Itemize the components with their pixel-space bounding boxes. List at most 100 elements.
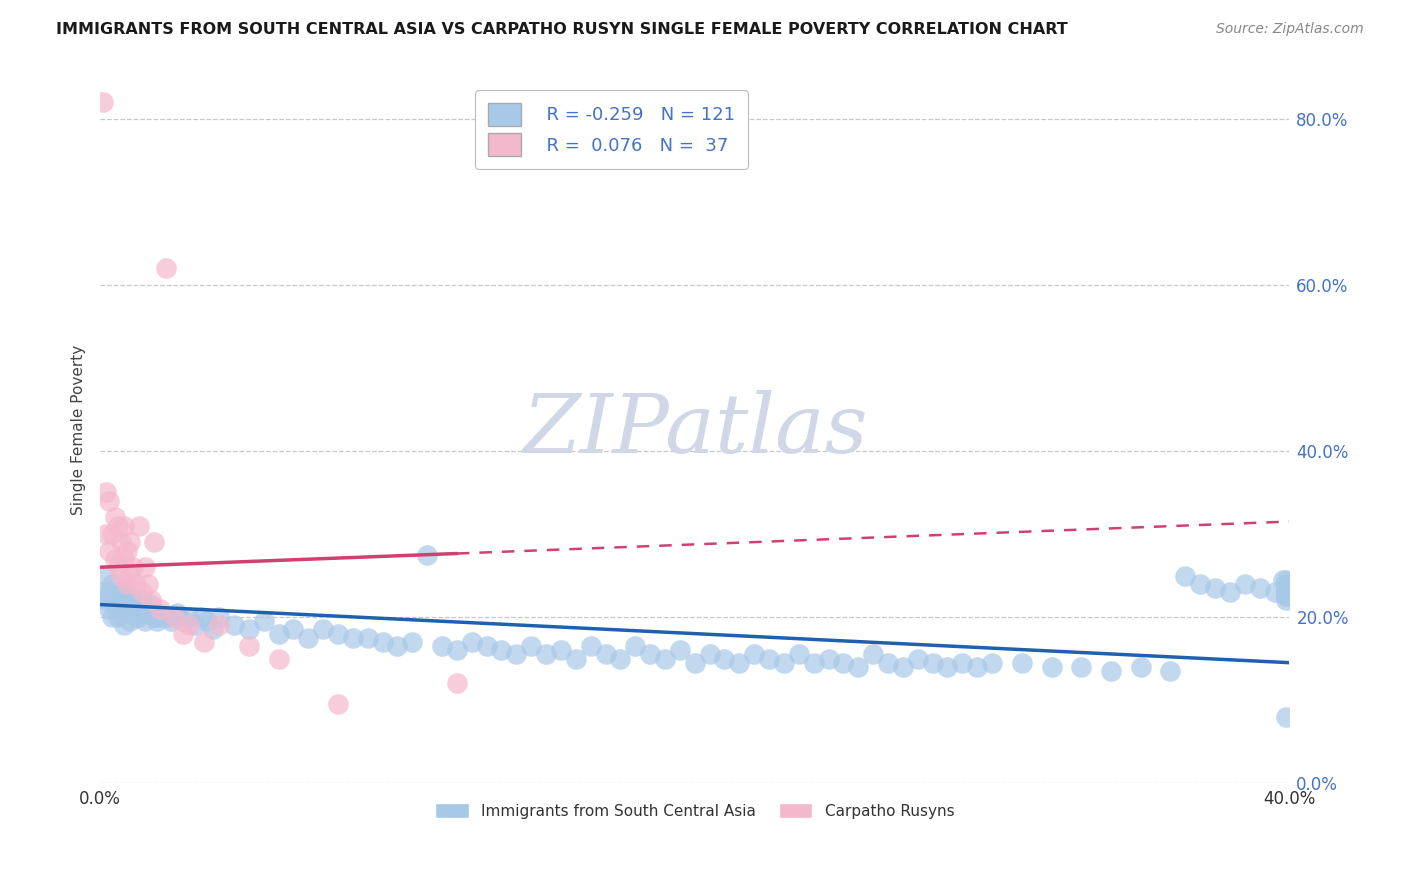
Point (267, 626, 290, 640)
Point (131, 585, 153, 599)
Point (342, 631, 364, 645)
Point (669, 643, 692, 657)
Point (1272, 573, 1295, 587)
Point (1159, 664, 1181, 678)
Point (121, 593, 143, 607)
Point (387, 639, 409, 653)
Point (1219, 585, 1241, 599)
Point (505, 648, 527, 662)
Point (118, 614, 141, 628)
Legend: Immigrants from South Central Asia, Carpatho Rusyns: Immigrants from South Central Asia, Carp… (429, 797, 960, 825)
Point (326, 626, 349, 640)
Point (534, 648, 557, 662)
Point (110, 535, 132, 549)
Point (1174, 568, 1197, 582)
Point (107, 518, 129, 533)
Point (202, 623, 225, 637)
Point (326, 697, 349, 711)
Point (1275, 585, 1298, 599)
Point (550, 643, 572, 657)
Point (179, 618, 201, 632)
Point (163, 610, 186, 624)
Point (155, 610, 177, 624)
Point (134, 614, 156, 628)
Text: Source: ZipAtlas.com: Source: ZipAtlas.com (1216, 22, 1364, 37)
Point (238, 639, 260, 653)
Point (638, 648, 661, 662)
Point (94, 593, 117, 607)
Point (134, 560, 156, 574)
Point (1275, 589, 1298, 603)
Point (491, 643, 513, 657)
Point (1204, 581, 1226, 595)
Point (112, 552, 135, 566)
Point (104, 510, 127, 524)
Point (112, 618, 135, 632)
Point (172, 614, 194, 628)
Point (115, 576, 138, 591)
Point (416, 548, 439, 562)
Point (149, 610, 172, 624)
Point (1275, 589, 1298, 603)
Point (862, 648, 884, 662)
Point (1275, 585, 1298, 599)
Point (166, 606, 188, 620)
Point (609, 651, 631, 665)
Point (907, 651, 929, 665)
Point (787, 648, 810, 662)
Point (1189, 576, 1212, 591)
Point (520, 639, 543, 653)
Point (461, 635, 484, 649)
Point (579, 639, 602, 653)
Point (1275, 585, 1298, 599)
Point (149, 601, 172, 615)
Point (817, 651, 839, 665)
Point (128, 610, 150, 624)
Point (357, 631, 380, 645)
Point (184, 618, 207, 632)
Point (1129, 660, 1152, 674)
Point (1275, 576, 1298, 591)
Point (115, 543, 138, 558)
Point (758, 651, 780, 665)
Point (179, 610, 201, 624)
Point (1275, 593, 1298, 607)
Point (121, 560, 143, 574)
Point (297, 631, 319, 645)
Point (1233, 576, 1256, 591)
Point (112, 585, 135, 599)
Point (98, 493, 121, 508)
Point (1275, 581, 1298, 595)
Y-axis label: Single Female Poverty: Single Female Poverty (72, 345, 86, 516)
Point (846, 660, 869, 674)
Point (981, 656, 1004, 670)
Point (139, 593, 162, 607)
Point (1275, 581, 1298, 595)
Point (131, 593, 153, 607)
Point (128, 601, 150, 615)
Point (832, 656, 855, 670)
Point (139, 598, 162, 612)
Point (107, 585, 129, 599)
Point (565, 651, 588, 665)
Point (101, 610, 124, 624)
Point (142, 610, 165, 624)
Point (190, 610, 212, 624)
Point (267, 651, 290, 665)
Point (110, 593, 132, 607)
Point (877, 656, 900, 670)
Point (110, 601, 132, 615)
Point (142, 535, 165, 549)
Point (91, 95, 114, 110)
Point (773, 656, 796, 670)
Point (283, 623, 305, 637)
Point (595, 648, 617, 662)
Point (115, 598, 138, 612)
Text: ZIPatlas: ZIPatlas (522, 390, 868, 470)
Point (803, 656, 825, 670)
Point (1275, 709, 1298, 723)
Point (136, 576, 159, 591)
Point (98, 585, 121, 599)
Point (94, 527, 117, 541)
Point (936, 660, 959, 674)
